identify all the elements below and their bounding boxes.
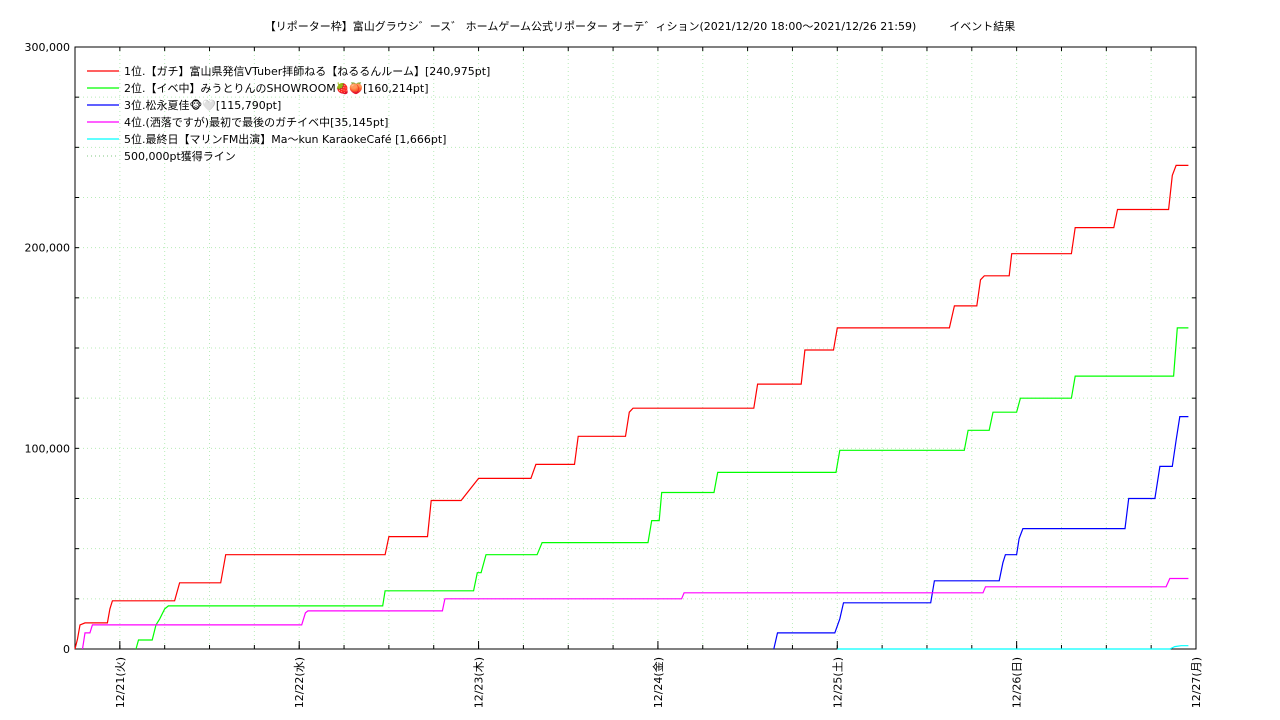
- series-line-1: [74, 164, 1189, 650]
- legend-label: 500,000pt獲得ライン: [124, 150, 236, 163]
- legend-label: 1位.【ガチ】富山県発信VTuber拝師ねる【ねるるんルーム】[240,975p…: [124, 64, 490, 78]
- x-tick-label: 12/26(日): [1011, 657, 1024, 708]
- grid: [75, 47, 1196, 649]
- y-tick-label: 300,000: [25, 41, 71, 54]
- legend-label: 4位.(洒落ですが)最初で最後のガチイベ中[35,145pt]: [124, 115, 388, 129]
- x-tick-label: 12/23(木): [473, 657, 486, 708]
- y-tick-label: 0: [63, 643, 70, 656]
- x-tick-label: 12/25(土): [831, 657, 844, 708]
- series-line-3: [773, 416, 1189, 650]
- x-tick-label: 12/22(水): [293, 657, 306, 708]
- series-line-2: [135, 327, 1189, 650]
- series-line-5: [837, 645, 1189, 650]
- legend-label: 3位.松永夏佳🐵🤍[115,790pt]: [124, 98, 281, 112]
- legend-label: 5位.最終日【マリンFM出演】Ma〜kun KaraokeCafé [1,666…: [124, 132, 446, 146]
- legend: 1位.【ガチ】富山県発信VTuber拝師ねる【ねるるんルーム】[240,975p…: [87, 64, 490, 163]
- series-lines: [74, 164, 1189, 650]
- y-tick-label: 100,000: [25, 442, 71, 455]
- x-tick-label: 12/27(月): [1190, 657, 1203, 708]
- series-line-4: [81, 577, 1189, 650]
- x-tick-label: 12/24(金): [651, 657, 665, 708]
- y-tick-label: 200,000: [25, 242, 71, 255]
- legend-label: 2位.【イベ中】みうとりんのSHOWROOM🍓🍑[160,214pt]: [124, 81, 429, 95]
- chart-title: 【リポーター枠】富山グラウシ゛ース゛ ホームゲーム公式リポーター オーテ゛ィショ…: [265, 19, 1016, 33]
- y-axis: 0 100,000 200,000 300,000: [25, 41, 1196, 656]
- x-tick-label: 12/21(火): [114, 657, 127, 708]
- x-axis: 12/21(火) 12/22(水) 12/23(木) 12/24(金) 12/25(土)…: [114, 47, 1203, 708]
